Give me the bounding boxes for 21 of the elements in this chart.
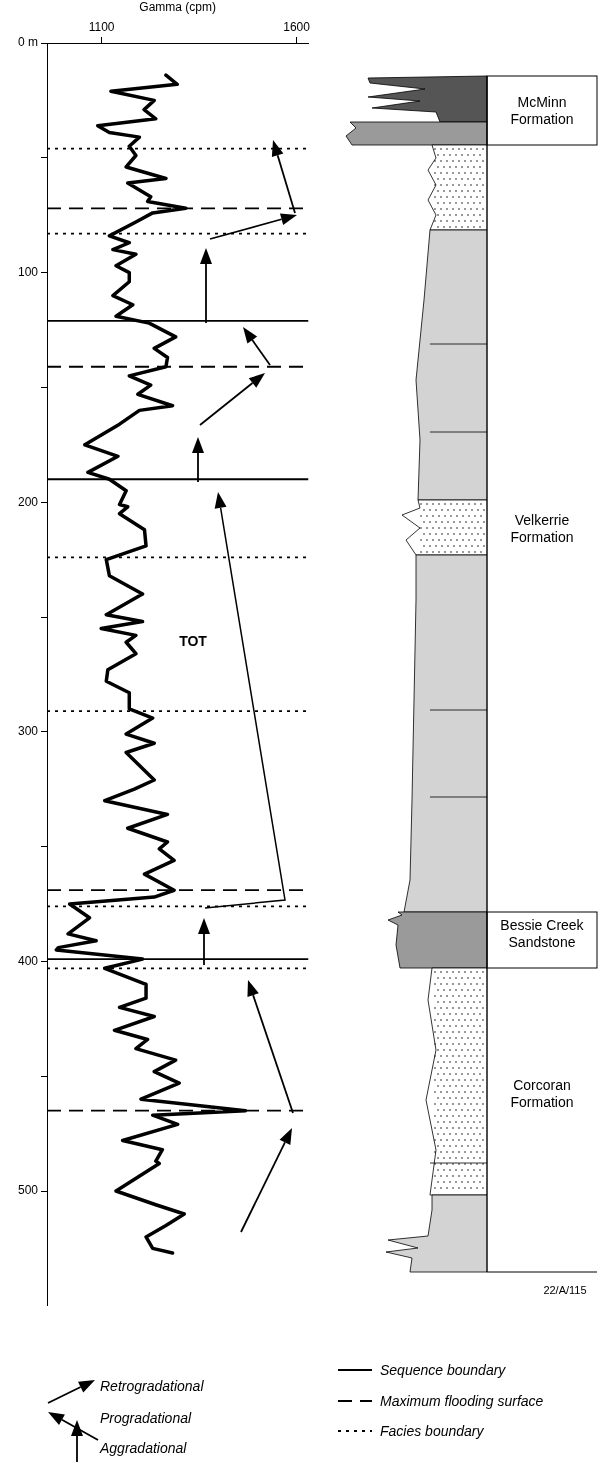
text: 22/A/115 bbox=[542, 1283, 588, 1298]
y-tick-label: 500 bbox=[17, 1183, 39, 1198]
y-tick-label: 300 bbox=[17, 724, 39, 739]
y-tick-label: 0 m bbox=[17, 35, 38, 50]
annotation: TOT bbox=[178, 633, 208, 650]
y-tick-label: 200 bbox=[17, 494, 39, 509]
x-axis-title: Gamma (cpm) bbox=[139, 0, 216, 14]
text: Velkerrie Formation bbox=[509, 512, 575, 546]
text: McMinn Formation bbox=[509, 94, 575, 128]
y-tick-label: 100 bbox=[17, 264, 39, 279]
x-tick-label: 1100 bbox=[88, 20, 115, 35]
text: Retrogradational bbox=[100, 1378, 205, 1395]
text: Bessie Creek Sandstone bbox=[499, 917, 585, 951]
text: Maximum flooding surface bbox=[380, 1393, 545, 1410]
text: Aggradational bbox=[100, 1440, 188, 1457]
text: Sequence boundary bbox=[380, 1362, 507, 1379]
x-tick-label: 1600 bbox=[283, 20, 311, 35]
text: Progradational bbox=[100, 1410, 193, 1427]
y-tick-label: 400 bbox=[17, 953, 39, 968]
text: Facies boundary bbox=[380, 1423, 485, 1440]
text: Corcoran Formation bbox=[509, 1077, 575, 1111]
